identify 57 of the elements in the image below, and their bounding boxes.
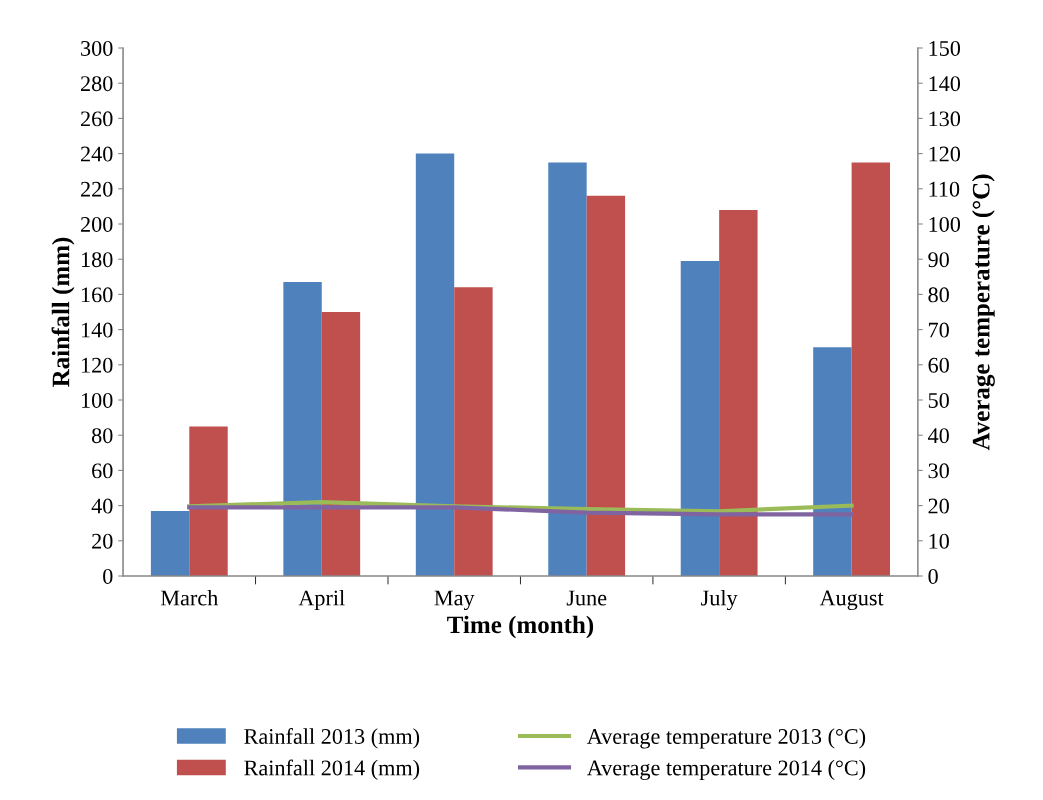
y2-tick-label: 140 (929, 76, 961, 92)
x-tick-label: July (701, 589, 738, 611)
y-tick-label: 160 (81, 287, 113, 303)
y-tick-label: 180 (81, 252, 113, 268)
bar (415, 153, 455, 576)
bar (321, 312, 361, 576)
y-tick-label: 40 (91, 498, 113, 514)
y2-tick-label: 0 (928, 568, 938, 584)
x-tick-label: June (566, 590, 607, 606)
y2-tick-label: 20 (928, 498, 949, 514)
y-tick-label: 240 (80, 146, 113, 162)
legend-label: Average temperature 2014 (°C) (586, 759, 866, 780)
bar (454, 287, 493, 576)
bar (851, 162, 891, 576)
y-tick-label: 60 (92, 463, 113, 479)
x-tick-label: August (819, 590, 884, 611)
bar (548, 162, 587, 576)
y-tick-label: 300 (81, 40, 113, 56)
x-tick-label: April (298, 589, 345, 611)
bar (189, 426, 228, 576)
y-tick-label: 20 (92, 533, 113, 549)
y-tick-label: 220 (80, 181, 113, 197)
bar (586, 195, 626, 576)
y2-tick-label: 90 (928, 252, 949, 268)
y2-tick-label: 80 (928, 287, 949, 303)
y2-tick-label: 110 (929, 181, 960, 197)
y-axis-title: Rainfall (mm) (51, 237, 75, 387)
x-axis-title: Time (month) (447, 615, 594, 639)
bar (283, 282, 322, 576)
bar (680, 260, 720, 576)
bar (150, 510, 190, 576)
legend-label: Average temperature 2013 (°C) (586, 728, 866, 749)
y2-tick-label: 70 (929, 322, 949, 338)
legend-label: Rainfall 2013 (mm) (244, 728, 420, 749)
y2-tick-label: 150 (929, 40, 961, 56)
y-tick-label: 120 (81, 357, 113, 373)
y2-axis-title: Average temperature (°C) (972, 174, 995, 451)
y-tick-label: 100 (81, 392, 113, 408)
y-tick-label: 0 (103, 568, 113, 584)
y2-tick-label: 130 (929, 111, 961, 127)
y-tick-label: 200 (80, 216, 113, 232)
y2-tick-label: 10 (929, 533, 949, 549)
y2-tick-label: 50 (928, 392, 949, 408)
bar (719, 209, 758, 576)
y-tick-label: 140 (81, 322, 113, 338)
y-tick-label: 280 (80, 76, 113, 92)
x-tick-label: March (160, 589, 219, 606)
y-tick-label: 80 (91, 428, 113, 444)
legend-label: Rainfall 2014 (mm) (244, 759, 420, 780)
y-tick-label: 260 (80, 111, 113, 127)
y2-tick-label: 40 (928, 428, 949, 444)
y2-tick-label: 60 (928, 357, 949, 373)
bar (813, 347, 852, 576)
y2-tick-label: 30 (928, 463, 949, 479)
x-tick-label: May (434, 590, 475, 611)
y2-tick-label: 120 (929, 146, 961, 162)
y2-tick-label: 100 (929, 216, 961, 232)
